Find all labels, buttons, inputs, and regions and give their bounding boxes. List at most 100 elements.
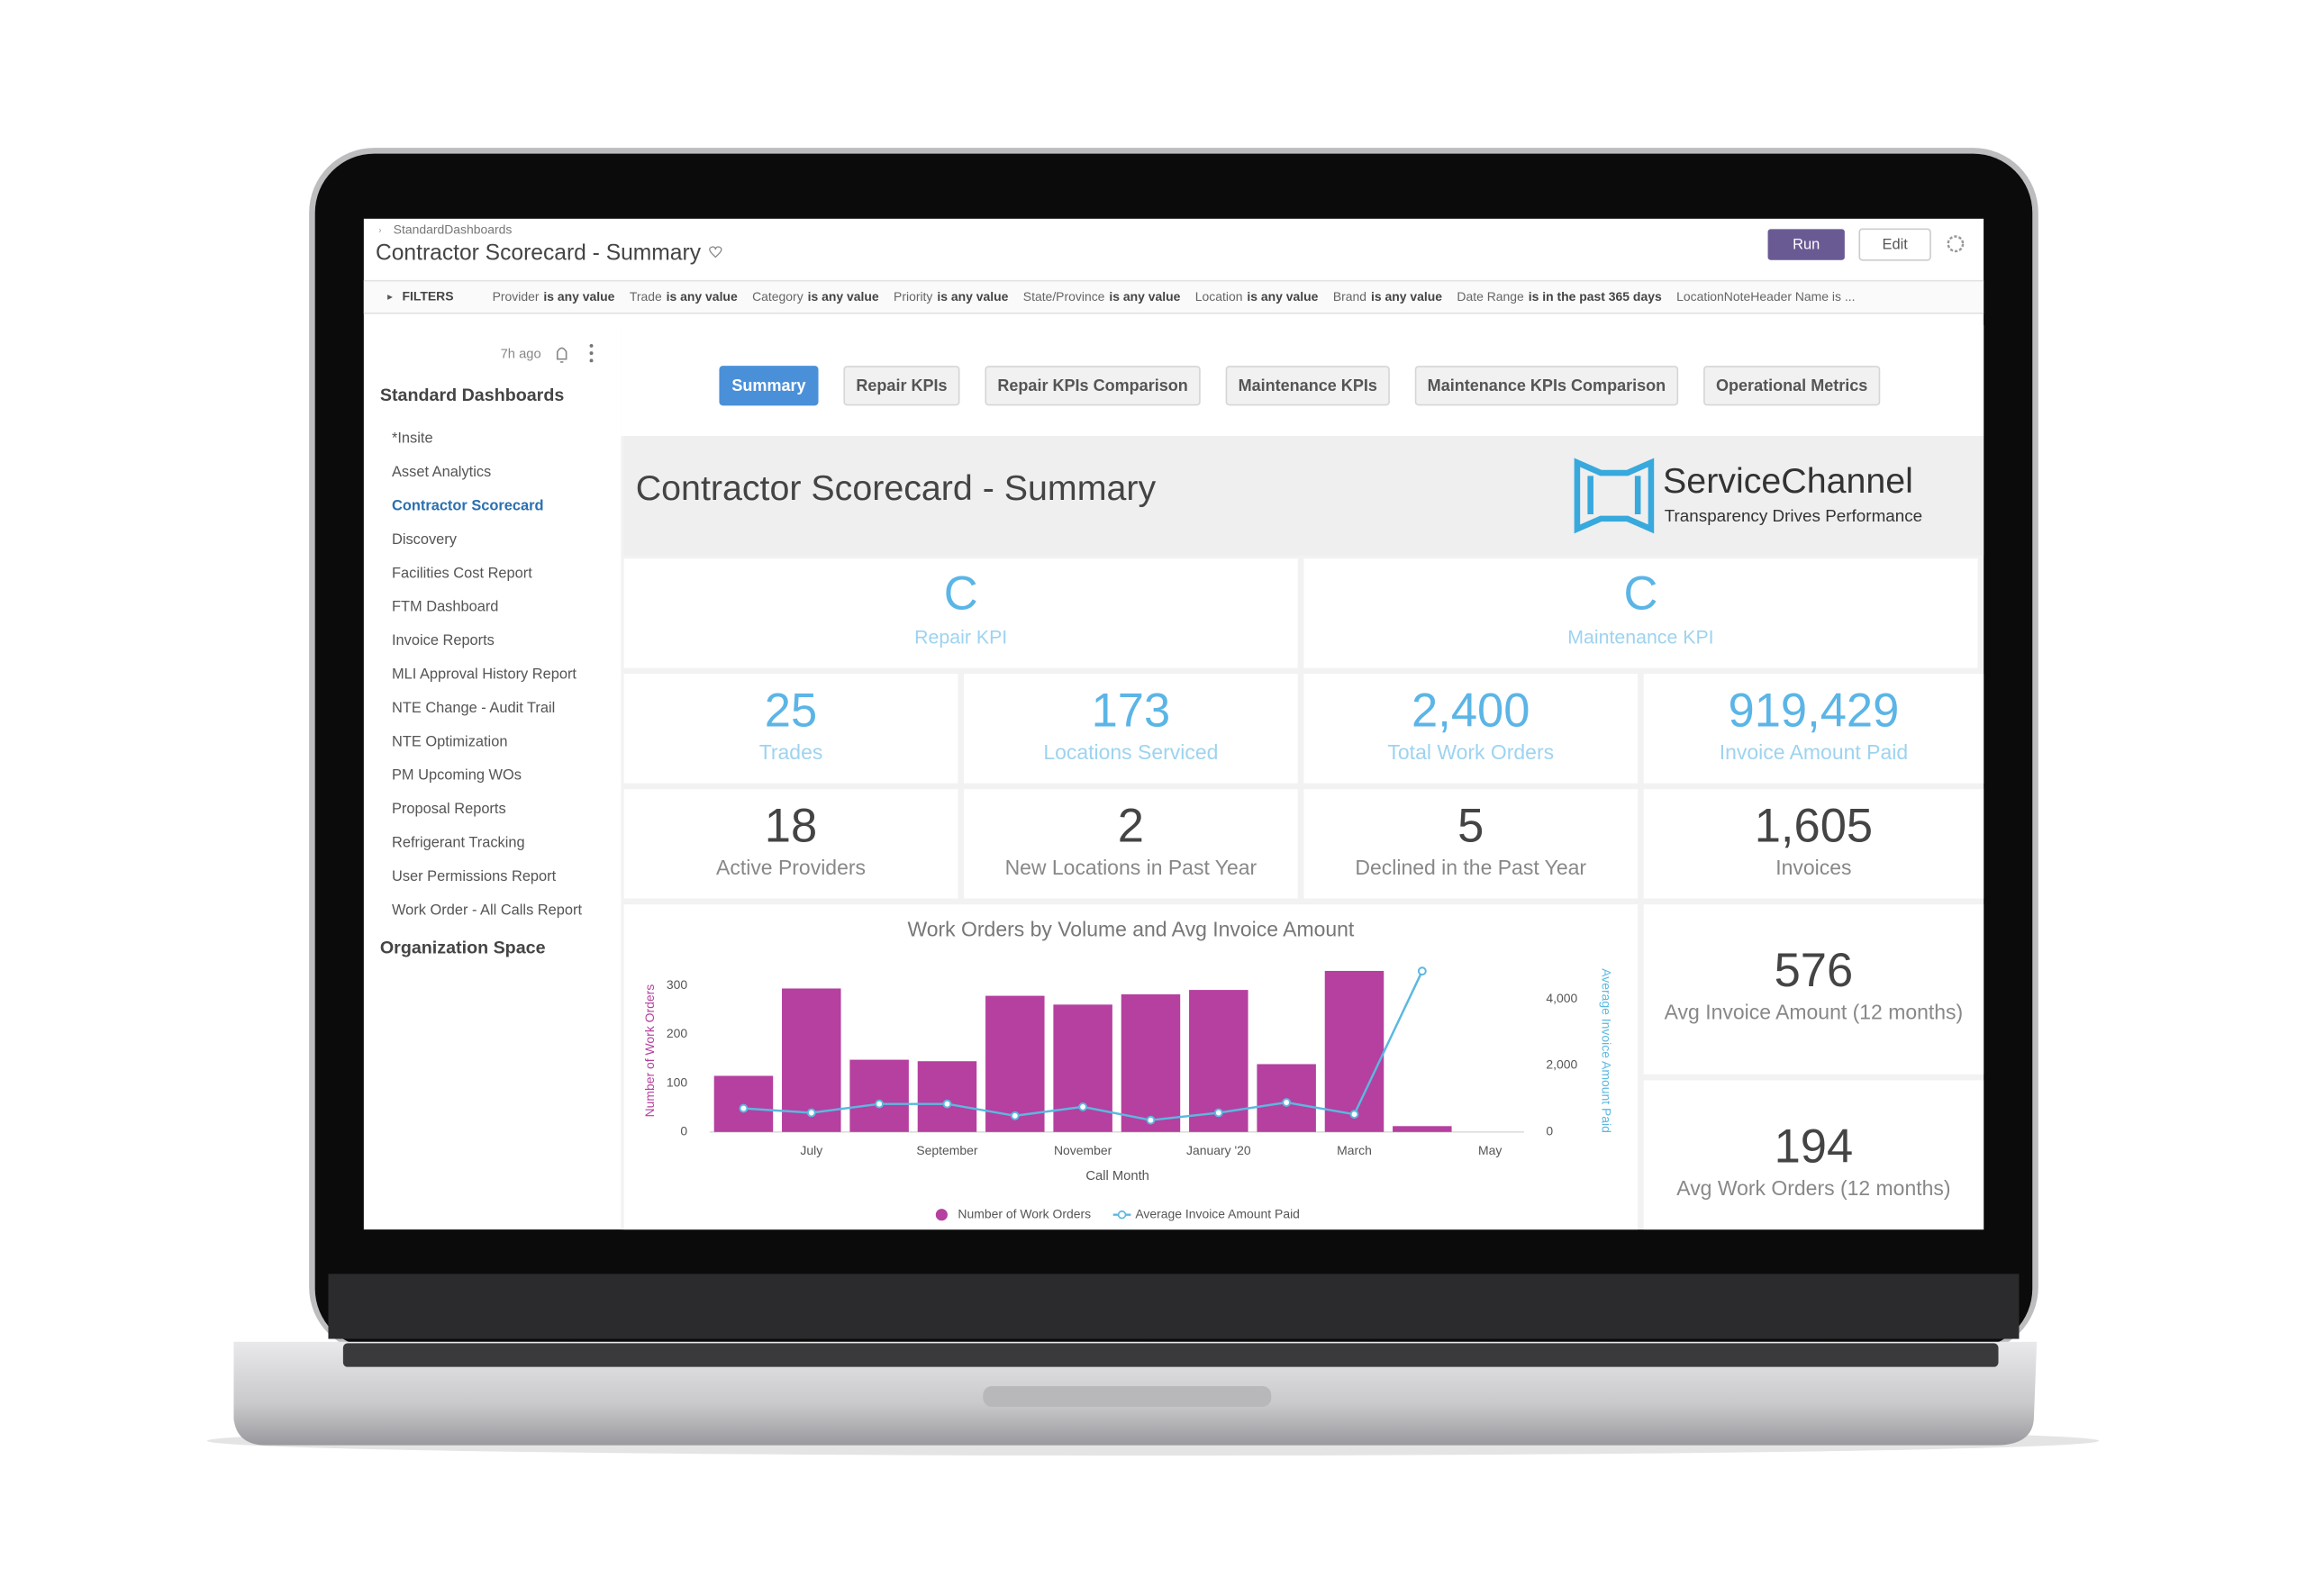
tab[interactable] bbox=[985, 366, 1201, 406]
kpi-label: Trades bbox=[759, 740, 823, 764]
line-point bbox=[1417, 966, 1427, 976]
line-point bbox=[739, 1103, 749, 1113]
kpi-value: 576 bbox=[1775, 944, 1854, 997]
panel bbox=[623, 558, 1298, 668]
y2-tick-label: 0 bbox=[1546, 1123, 1553, 1138]
sidebar-item[interactable]: Work Order - All Calls Report bbox=[392, 902, 582, 918]
chart-title: Work Orders by Volume and Avg Invoice Am… bbox=[907, 918, 1354, 941]
x-tick-label: March bbox=[1337, 1143, 1372, 1157]
filter-name: Brand bbox=[1333, 288, 1366, 303]
sidebar-item[interactable]: Refrigerant Tracking bbox=[392, 835, 525, 851]
y2-axis-label: Average Invoice Amount Paid bbox=[1599, 968, 1613, 1133]
filter-bar bbox=[363, 280, 1984, 313]
tab[interactable] bbox=[719, 366, 819, 406]
sidebar-item[interactable]: Facilities Cost Report bbox=[392, 565, 532, 581]
sidebar-item[interactable]: Asset Analytics bbox=[392, 464, 491, 480]
sidebar-item[interactable]: Invoice Reports bbox=[392, 632, 495, 648]
sidebar-item[interactable]: User Permissions Report bbox=[392, 868, 557, 884]
line-point bbox=[1010, 1111, 1020, 1120]
sidebar-item[interactable]: NTE Change - Audit Trail bbox=[392, 700, 555, 716]
run-button[interactable] bbox=[1767, 229, 1845, 260]
panel bbox=[1643, 904, 1984, 1075]
tab-label[interactable]: Repair KPIs Comparison bbox=[997, 376, 1187, 394]
tab[interactable] bbox=[1225, 366, 1390, 406]
tab-label[interactable]: Repair KPIs bbox=[856, 376, 947, 394]
filter-toggle[interactable]: ▸ bbox=[387, 292, 393, 303]
filter-name: Priority bbox=[894, 288, 932, 303]
tab[interactable] bbox=[1414, 366, 1679, 406]
tab[interactable] bbox=[843, 366, 960, 406]
x-tick-label: May bbox=[1478, 1143, 1502, 1157]
bar bbox=[849, 1059, 909, 1132]
panel bbox=[1643, 1080, 1984, 1230]
kpi-label: Total Work Orders bbox=[1387, 740, 1554, 764]
filter-condition: is any value bbox=[667, 288, 738, 303]
filter-name: Provider bbox=[493, 288, 540, 303]
kpi-label: Avg Work Orders (12 months) bbox=[1676, 1176, 1950, 1200]
bell-icon[interactable] bbox=[556, 347, 567, 363]
sidebar-item[interactable]: PM Upcoming WOs bbox=[392, 767, 522, 784]
y-tick-label: 0 bbox=[680, 1123, 687, 1138]
breadcrumb: StandardDashboards bbox=[394, 222, 513, 237]
panel bbox=[623, 789, 958, 899]
filter-name: Category bbox=[752, 288, 803, 303]
sidebar-item[interactable]: NTE Optimization bbox=[392, 733, 507, 749]
filter-name: Location bbox=[1195, 288, 1243, 303]
tab-label[interactable]: Maintenance KPIs Comparison bbox=[1428, 376, 1666, 394]
legend-label[interactable]: Average Invoice Amount Paid bbox=[1135, 1206, 1300, 1220]
favorite-icon[interactable] bbox=[709, 246, 722, 258]
menu-dot[interactable] bbox=[589, 358, 594, 363]
bezel-bottom bbox=[328, 1274, 2020, 1339]
menu-dot[interactable] bbox=[589, 343, 594, 348]
filter-label[interactable]: FILTERS bbox=[403, 288, 454, 303]
sidebar-item[interactable]: Contractor Scorecard bbox=[392, 497, 544, 513]
settings-icon[interactable] bbox=[1947, 235, 1965, 253]
y2-tick-label: 4,000 bbox=[1546, 991, 1577, 1005]
kpi-label: Invoices bbox=[1775, 856, 1851, 879]
line-point bbox=[1078, 1102, 1088, 1111]
sidebar-item[interactable]: *Insite bbox=[392, 431, 433, 447]
filter-condition: is any value bbox=[937, 288, 1008, 303]
kpi-value: 1,605 bbox=[1755, 799, 1873, 852]
tab[interactable] bbox=[1703, 366, 1881, 406]
run-button-label[interactable]: Run bbox=[1793, 237, 1820, 253]
panel bbox=[1643, 789, 1984, 899]
menu-dot[interactable] bbox=[589, 351, 594, 356]
kpi-value: 194 bbox=[1775, 1120, 1854, 1173]
filter-condition: is any value bbox=[1371, 288, 1442, 303]
sidebar-section[interactable]: Standard Dashboards bbox=[380, 385, 564, 405]
filter-name: LocationNoteHeader Name is ... bbox=[1676, 288, 1855, 303]
edit-button-label[interactable]: Edit bbox=[1883, 237, 1909, 253]
filter-condition: is any value bbox=[808, 288, 879, 303]
panel bbox=[623, 674, 958, 784]
y-axis-label: Number of Work Orders bbox=[642, 984, 657, 1118]
panel bbox=[1303, 674, 1639, 784]
keyboard bbox=[342, 1343, 1999, 1367]
kpi-value: 18 bbox=[765, 799, 817, 852]
sidebar-item[interactable]: Discovery bbox=[392, 531, 458, 548]
panel bbox=[963, 674, 1298, 784]
line-point bbox=[806, 1108, 816, 1118]
tab-label[interactable]: Maintenance KPIs bbox=[1239, 376, 1377, 394]
sidebar-item[interactable]: MLI Approval History Report bbox=[392, 666, 576, 682]
chevron: › bbox=[378, 226, 381, 236]
banner-title: Contractor Scorecard - Summary bbox=[636, 468, 1157, 508]
line-point bbox=[1282, 1098, 1292, 1107]
tab-label[interactable]: Operational Metrics bbox=[1716, 376, 1867, 394]
y-tick-label: 300 bbox=[667, 977, 688, 992]
filter-condition: is any value bbox=[1109, 288, 1180, 303]
bar bbox=[782, 988, 841, 1132]
edit-button[interactable] bbox=[1858, 228, 1931, 261]
sidebar-item[interactable]: Proposal Reports bbox=[392, 801, 506, 817]
legend-swatch bbox=[1117, 1210, 1127, 1220]
bar bbox=[1393, 1126, 1452, 1132]
panel bbox=[1643, 674, 1984, 784]
legend-label[interactable]: Number of Work Orders bbox=[958, 1206, 1091, 1220]
banner bbox=[623, 436, 1984, 556]
sidebar-section[interactable]: Organization Space bbox=[380, 939, 546, 958]
kpi-value: 919,429 bbox=[1729, 684, 1900, 737]
filter-name: Date Range bbox=[1457, 288, 1524, 303]
tab-label[interactable]: Summary bbox=[731, 376, 805, 394]
sidebar-item[interactable]: FTM Dashboard bbox=[392, 599, 498, 615]
